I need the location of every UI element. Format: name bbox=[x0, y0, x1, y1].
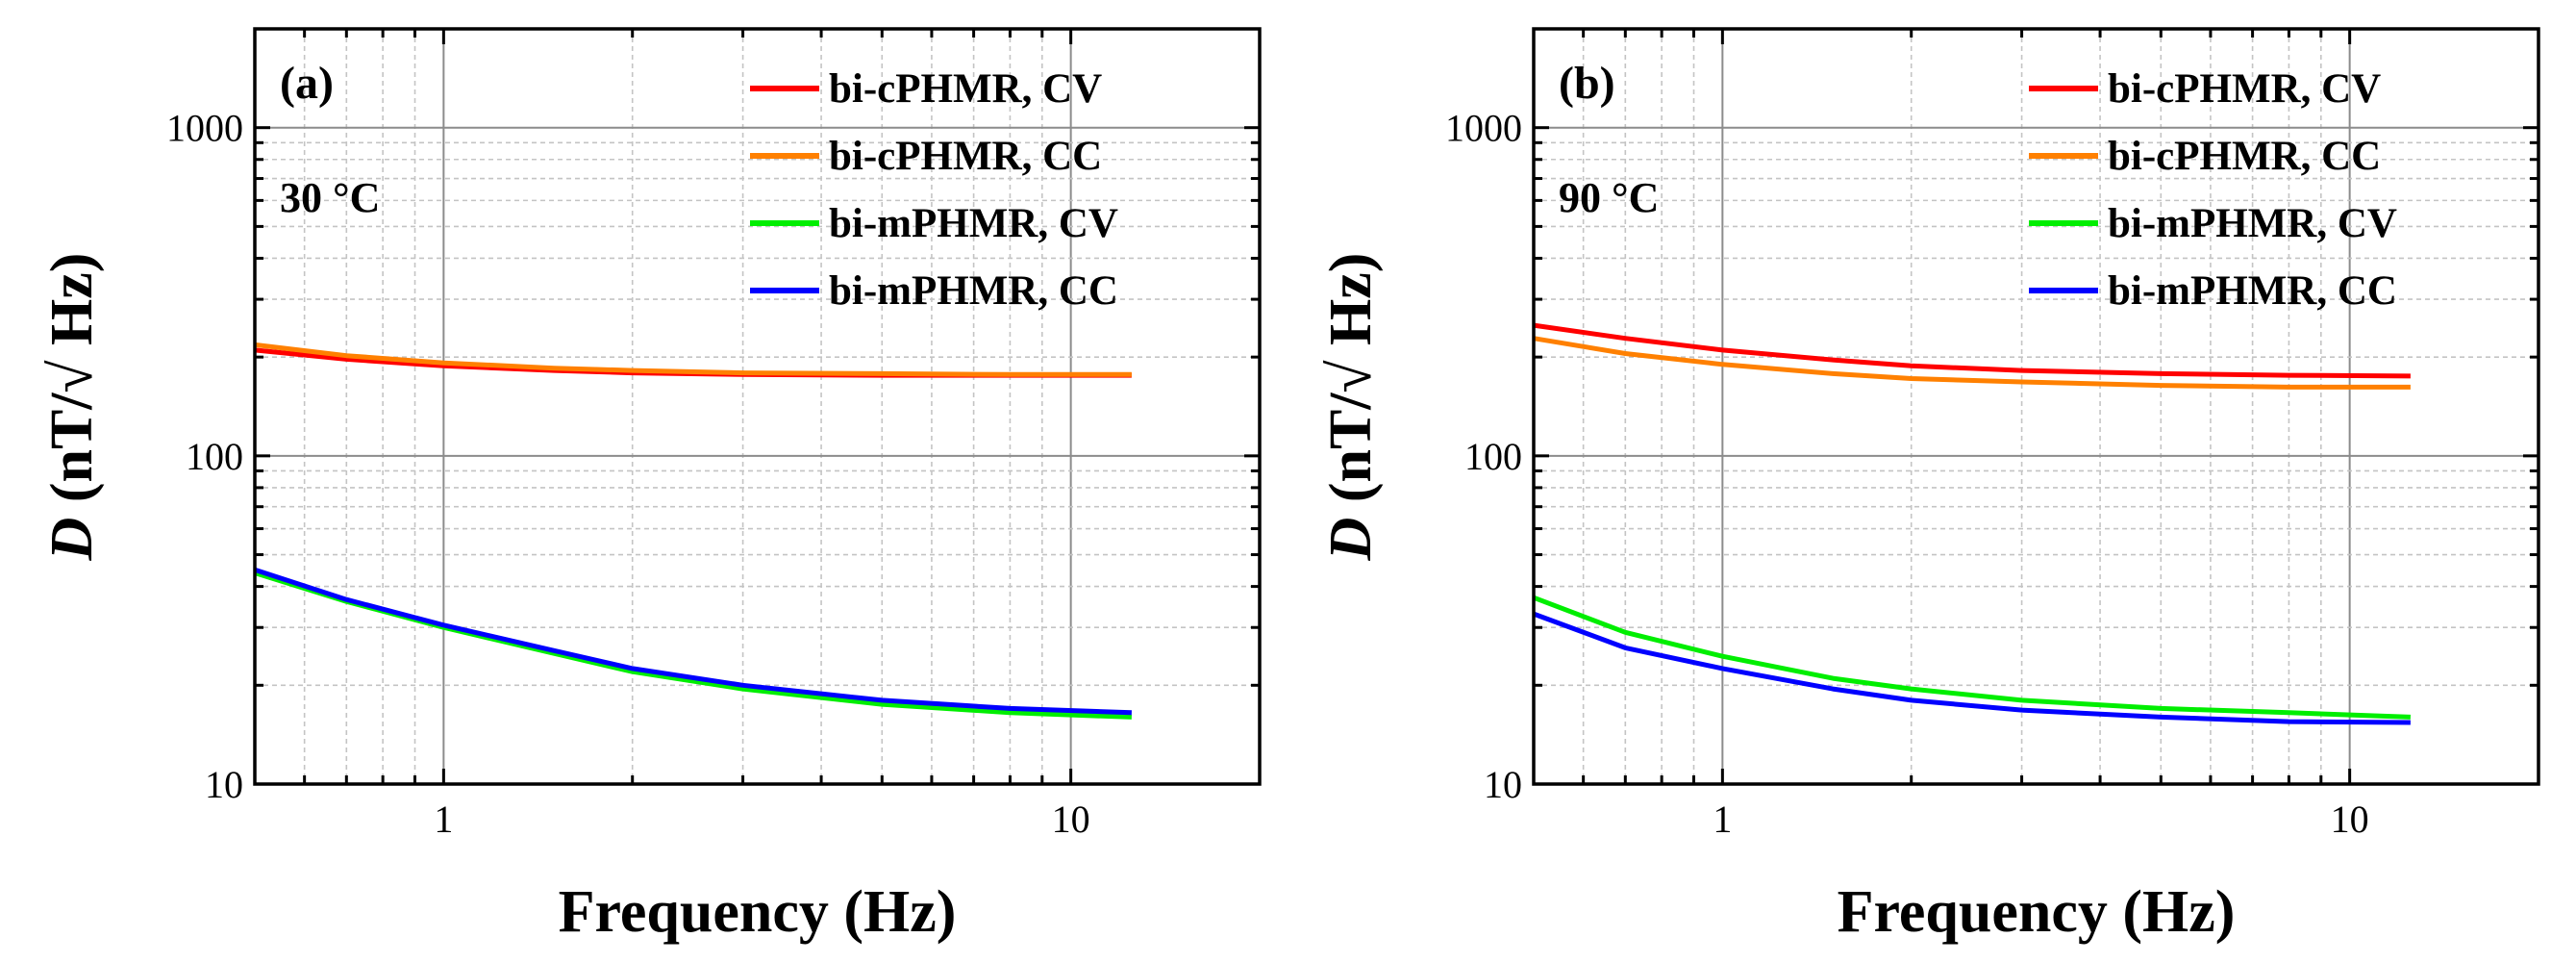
axes-frame bbox=[1532, 27, 2540, 786]
temperature-annotation: 30 °C bbox=[280, 174, 380, 221]
series-line-3 bbox=[1533, 595, 2411, 720]
grid bbox=[1534, 29, 2538, 784]
axes-frame bbox=[253, 27, 1262, 786]
series-line-2 bbox=[254, 342, 1132, 377]
legend: bi-cPHMR, CV bi-cPHMR, CC bi-mPHMR, CV bi-m… bbox=[750, 66, 1118, 314]
y-tick-label: 1000 bbox=[166, 107, 243, 150]
x-axis-title: Frequency (Hz) bbox=[559, 879, 957, 945]
chart-panel-b: 1 10 10 100 1000 Frequency (Hz) D (nT/√ Hz) (b)… bbox=[1318, 27, 2540, 945]
legend: bi-cPHMR, CV bi-cPHMR, CC bi-mPHMR, CV bi-m… bbox=[2029, 66, 2397, 314]
x-tick-label: 10 bbox=[2331, 798, 2369, 841]
panel-label: (b) bbox=[1559, 58, 1615, 109]
series-line-1 bbox=[1533, 322, 2411, 379]
y-tick-label: 1000 bbox=[1445, 107, 1522, 150]
x-tick-label: 1 bbox=[1713, 798, 1732, 841]
series-group bbox=[1533, 322, 2411, 725]
x-axis-title: Frequency (Hz) bbox=[1838, 879, 2236, 945]
legend-label-2: bi-cPHMR, CC bbox=[829, 134, 1102, 179]
legend-label-3: bi-mPHMR, CV bbox=[829, 201, 1118, 246]
chart-panel-a: 1 10 10 100 1000 Frequency (Hz) D (nT/√ Hz) (a)… bbox=[39, 27, 1262, 945]
legend-label-1: bi-cPHMR, CV bbox=[829, 66, 1102, 112]
x-tick-label: 1 bbox=[434, 798, 453, 841]
legend-label-4: bi-mPHMR, CC bbox=[829, 268, 1118, 314]
grid bbox=[255, 29, 1260, 784]
series-line-4 bbox=[254, 567, 1132, 716]
series-group bbox=[254, 342, 1132, 720]
legend-label-4: bi-mPHMR, CC bbox=[2108, 268, 2397, 314]
y-tick-label: 10 bbox=[1484, 763, 1522, 806]
y-axis-title: D (nT/√ Hz) bbox=[1318, 253, 1384, 562]
legend-label-2: bi-cPHMR, CC bbox=[2108, 134, 2381, 179]
y-axis-title: D (nT/√ Hz) bbox=[39, 253, 105, 562]
y-tick-label: 10 bbox=[205, 763, 243, 806]
series-line-2 bbox=[1533, 336, 2411, 390]
y-tick-label: 100 bbox=[1464, 435, 1522, 478]
temperature-annotation: 90 °C bbox=[1559, 174, 1659, 221]
y-tick-label: 100 bbox=[186, 435, 243, 478]
panel-label: (a) bbox=[280, 58, 334, 109]
legend-label-3: bi-mPHMR, CV bbox=[2108, 201, 2397, 246]
series-line-3 bbox=[254, 570, 1132, 720]
legend-label-1: bi-cPHMR, CV bbox=[2108, 66, 2381, 112]
series-line-4 bbox=[1533, 611, 2411, 725]
x-tick-label: 10 bbox=[1052, 798, 1090, 841]
